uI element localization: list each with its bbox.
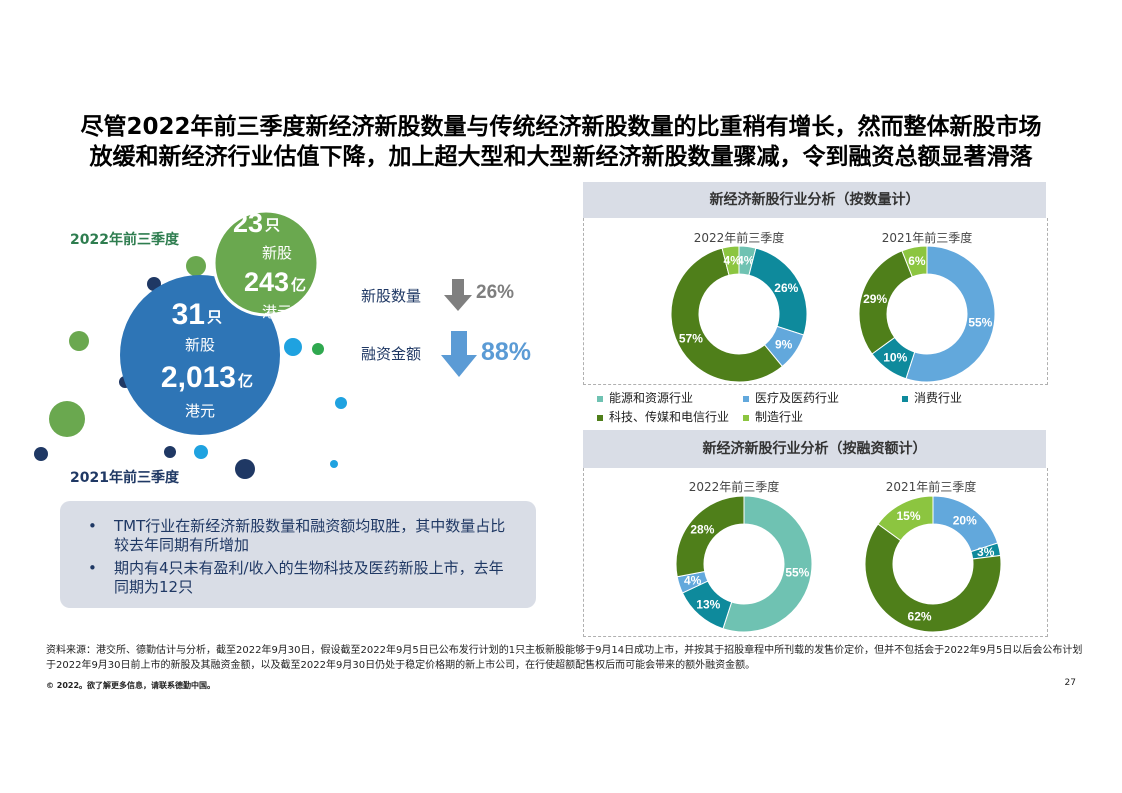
bubble-2021-amount: 2,013 — [161, 361, 236, 394]
metric-amount-change: 88% — [481, 338, 532, 366]
note-text-1: TMT行业在新经济新股数量和融资额均取胜，其中数量占比较去年同期有所增加 — [114, 517, 506, 554]
legend-label: 能源和资源行业 — [609, 391, 694, 405]
arrow-down-blue-icon — [441, 331, 477, 377]
bubble-2022-count-unit: 只 — [265, 217, 280, 234]
panel-amount-header: 新经济新股行业分析（按融资额计） — [583, 430, 1046, 468]
panel-count-body — [583, 218, 1048, 385]
donut-slice-label: 10% — [883, 351, 907, 365]
decor-dot — [235, 459, 255, 479]
bullet: • — [88, 517, 97, 535]
donut-slice-label: 55% — [968, 315, 992, 329]
donut-slice — [877, 495, 934, 542]
legend-swatch — [743, 414, 749, 421]
donut1-period: 2022年前三季度 — [693, 231, 785, 245]
legend-swatch — [597, 395, 603, 402]
donut-slice-label: 15% — [896, 509, 920, 523]
legend-label: 消费行业 — [914, 391, 963, 405]
decor-dot — [312, 343, 324, 355]
period-label-2022: 2022年前三季度 — [70, 232, 179, 248]
legend-label: 制造行业 — [755, 410, 804, 424]
legend-item-healthcare: 医疗及医药行业 — [743, 389, 839, 406]
donut-slice — [675, 495, 745, 578]
donut-chart-amount-2021: 20% 3% 62% 15% — [864, 495, 1002, 633]
notes-box: • TMT行业在新经济新股数量和融资额均取胜，其中数量占比较去年同期有所增加 •… — [60, 501, 536, 608]
metric-count-label: 新股数量 — [361, 287, 422, 305]
bubble-2021 — [120, 275, 280, 435]
donut-slice — [721, 245, 740, 276]
donut-slice-label: 4% — [684, 574, 702, 588]
legend-swatch — [597, 414, 603, 421]
metric-amount-label: 融资金额 — [361, 345, 422, 363]
bubble-2022-currency: 港元 — [262, 304, 292, 321]
donut-slice-label: 13% — [696, 598, 720, 612]
legend-item-consumer: 消费行业 — [902, 389, 962, 406]
decor-dot — [164, 446, 176, 458]
decor-dot — [194, 445, 208, 459]
donut3-period: 2022年前三季度 — [688, 480, 780, 494]
donut-slice-label: 4% — [737, 253, 755, 267]
legend-swatch — [902, 395, 908, 402]
donut-slice-label: 3% — [977, 545, 995, 559]
bullet: • — [88, 559, 97, 577]
donut-slice-label: 55% — [785, 565, 809, 579]
donut-slice-label: 62% — [908, 609, 932, 623]
bubble-2021-currency: 港元 — [185, 403, 215, 420]
donut-slice — [905, 245, 996, 383]
metric-count-change: 26% — [476, 282, 515, 303]
decor-dot — [284, 338, 302, 356]
donut-slice-label: 28% — [690, 523, 714, 537]
note-text-2: 期内有4只未有盈利/收入的生物科技及医药新股上市，去年同期为12只 — [114, 559, 504, 596]
legend-item-tmt: 科技、传媒和电信行业 — [597, 408, 729, 425]
donut-slice-label: 20% — [953, 513, 977, 527]
note-item-1: • TMT行业在新经济新股数量和融资额均取胜，其中数量占比较去年同期有所增加 — [88, 517, 508, 555]
bubble-2022 — [212, 209, 320, 317]
bubble-2021-count: 31 — [172, 298, 205, 331]
donut-chart-count-2022: 4% 26% 9% 57% 4% — [670, 245, 808, 383]
donut-slice-label: 4% — [724, 253, 742, 267]
legend-item-energy: 能源和资源行业 — [597, 389, 693, 406]
period-label-2021: 2021年前三季度 — [70, 470, 179, 486]
bubble-2021-count-unit: 只 — [207, 309, 222, 326]
donut-slice-label: 9% — [775, 337, 793, 351]
bubble-2021-label: 新股 — [185, 337, 215, 354]
decor-dot — [335, 397, 347, 409]
bubble-2022-amount: 243 — [244, 267, 289, 297]
decor-dot — [330, 460, 338, 468]
note-item-2: • 期内有4只未有盈利/收入的生物科技及医药新股上市，去年同期为12只 — [88, 559, 508, 597]
donut-slice — [901, 245, 928, 278]
donut-slice-label: 29% — [863, 292, 887, 306]
legend-label: 科技、传媒和电信行业 — [609, 410, 730, 424]
donut-slice-label: 26% — [774, 281, 798, 295]
donut-slice — [670, 247, 784, 383]
donut-slice-label: 57% — [679, 332, 703, 346]
page-title-line2: 放缓和新经济行业估值下降，加上超大型和大型新经济新股数量骤减，令到融资总额显著滑… — [89, 144, 1033, 170]
legend-label: 医疗及医药行业 — [755, 391, 840, 405]
panel-count-header: 新经济新股行业分析（按数量计） — [583, 182, 1046, 218]
decor-dot — [69, 331, 89, 351]
panel-amount-body — [583, 468, 1048, 637]
donut-slice — [722, 495, 813, 633]
source-note: 资料来源：港交所、德勤估计与分析，截至2022年9月30日，假设截至2022年9… — [46, 645, 1083, 671]
arrow-down-gray-icon — [444, 279, 472, 311]
donut-slice — [858, 250, 913, 355]
decor-dot — [186, 256, 206, 276]
donut4-period: 2021年前三季度 — [885, 480, 977, 494]
donut-slice-label: 6% — [908, 254, 926, 268]
decor-dot — [34, 447, 48, 461]
page-number: 27 — [1064, 678, 1076, 688]
page-title-line1: 尽管2022年前三季度新经济新股数量与传统经济新股数量的比重稍有增长，然而整体新… — [80, 114, 1042, 140]
donut2-period: 2021年前三季度 — [881, 231, 973, 245]
bubble-2022-count: 23 — [233, 208, 263, 238]
donut-slice — [864, 523, 1002, 633]
decor-dot — [49, 401, 85, 437]
copyright: © 2022。欲了解更多信息，请联系德勤中国。 — [46, 681, 216, 690]
bubble-illustration: 23 只 新股 243 亿 港元 31 只 新股 2,013 亿 港元 — [34, 208, 347, 479]
legend-swatch — [743, 395, 749, 402]
legend-item-manufacturing: 制造行业 — [743, 408, 803, 425]
bubble-2022-amount-unit: 亿 — [291, 276, 306, 294]
bubble-2021-amount-unit: 亿 — [238, 372, 253, 390]
bubble-2022-label: 新股 — [262, 245, 292, 262]
donut-chart-amount-2022: 55% 13% 4% 28% — [675, 495, 813, 633]
donut-chart-count-2021: 55% 10% 29% 6% — [858, 245, 996, 383]
